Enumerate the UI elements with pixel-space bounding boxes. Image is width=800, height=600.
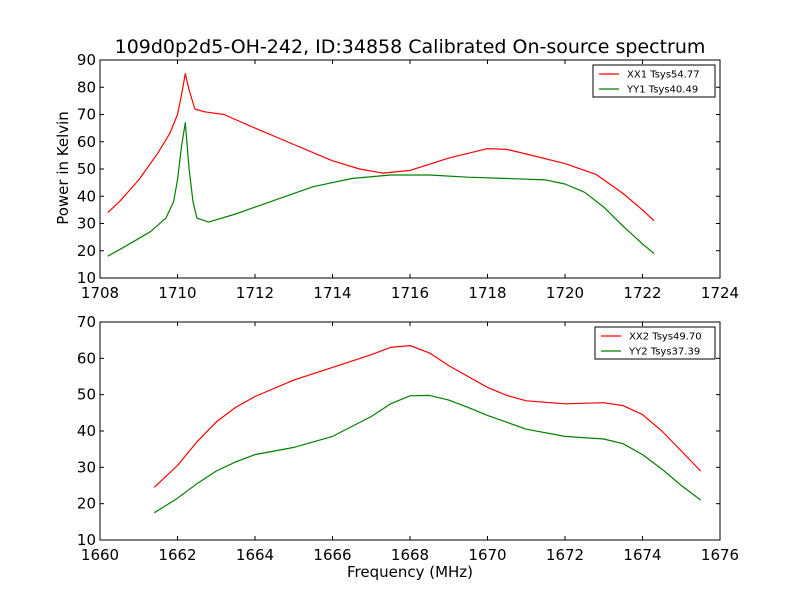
legend: XX1 Tsys54.77 YY1 Tsys40.49 (592, 64, 716, 98)
series-line-yy2 (153, 394, 701, 514)
x-tick-label: 1666 (313, 546, 351, 564)
x-tick-label: 1674 (623, 546, 661, 564)
x-tick-label: 1672 (546, 546, 584, 564)
y-axis-label: Power in Kelvin (54, 111, 72, 225)
x-tick-label: 1664 (236, 546, 274, 564)
legend-box (592, 64, 716, 98)
x-tick-label: 1712 (236, 284, 274, 302)
y-tick-label: 90 (77, 51, 96, 69)
y-tick-label: 30 (77, 215, 96, 233)
y-tick-label: 20 (77, 495, 96, 513)
x-axis-label: Frequency (MHz) (347, 563, 473, 581)
legend-label: XX2 Tsys49.70 (629, 332, 702, 343)
legend-label: YY1 Tsys40.49 (626, 85, 698, 96)
x-tick-label: 1708 (81, 284, 119, 302)
legend-box (594, 326, 716, 360)
top-panel: 1708 1710 1712 1714 1716 1718 1720 1722 1724 10 20… (77, 51, 739, 302)
series-line-xx1 (107, 73, 655, 222)
y-tick-label: 50 (77, 160, 96, 178)
y-tick-label: 40 (77, 422, 96, 440)
y-tick-label: 50 (77, 386, 96, 404)
x-tick-label: 1714 (313, 284, 351, 302)
x-tick-label: 1718 (468, 284, 506, 302)
legend: XX2 Tsys49.70 YY2 Tsys37.39 (594, 326, 716, 360)
x-tick-label: 1660 (81, 546, 119, 564)
series-line-yy1 (107, 122, 655, 257)
x-tick-label: 1670 (468, 546, 506, 564)
y-tick-label: 40 (77, 187, 96, 205)
legend-label: YY2 Tsys37.39 (628, 347, 700, 358)
x-tick-label: 1710 (158, 284, 196, 302)
x-tick-label: 1724 (701, 284, 739, 302)
x-tick-label: 1668 (391, 546, 429, 564)
y-tick-label: 10 (77, 531, 96, 549)
y-tick-label: 80 (77, 78, 96, 96)
x-tick-label: 1716 (391, 284, 429, 302)
y-tick-label: 70 (77, 313, 96, 331)
y-tick-label: 20 (77, 242, 96, 260)
y-tick-label: 70 (77, 106, 96, 124)
series-line-xx2 (153, 345, 702, 488)
x-tick-label: 1722 (623, 284, 661, 302)
bottom-panel: 1660 1662 1664 1666 1668 1670 1672 1674 1676 10 20… (77, 313, 739, 564)
x-tick-label: 1676 (701, 546, 739, 564)
y-tick-label: 30 (77, 458, 96, 476)
legend-label: XX1 Tsys54.77 (627, 70, 700, 81)
y-tick-label: 60 (77, 349, 96, 367)
x-tick-label: 1662 (158, 546, 196, 564)
chart-title: 109d0p2d5-OH-242, ID:34858 Calibrated On… (115, 36, 706, 58)
x-tick-label: 1720 (546, 284, 584, 302)
y-tick-label: 10 (77, 269, 96, 287)
y-tick-label: 60 (77, 133, 96, 151)
